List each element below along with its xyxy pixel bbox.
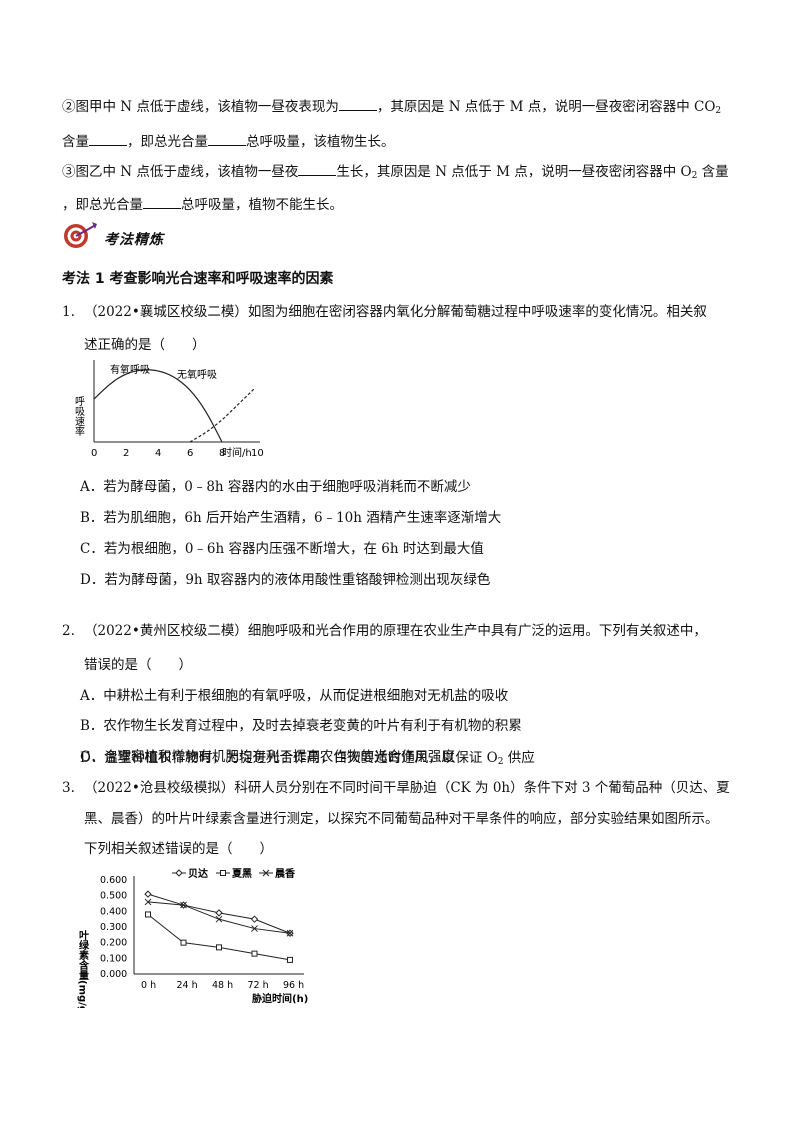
q1-option-a[interactable]: A．若为酵母菌，0﹣8h 容器内的水由于细胞呼吸消耗而不断减少 xyxy=(80,479,471,495)
data-point xyxy=(145,911,151,918)
y-tick-label: 0.200 xyxy=(100,938,127,949)
q3-stem-line3: 下列相关叙述错误的是（ ） xyxy=(84,841,273,857)
para2-line2: 含量 ，即总光合量 总呼吸量，该植物生长。 xyxy=(62,133,395,150)
data-point xyxy=(262,869,270,877)
q1-option-b[interactable]: B．若为肌细胞，6h 后开始产生酒精，6﹣10h 酒精产生速率逐渐增大 xyxy=(80,510,502,526)
para3-line1: ③图乙中 N 点低于虚线，该植物一昼夜 生长，其原因是 N 点低于 M 点，说明一… xyxy=(62,163,729,181)
x-axis-label: 胁迫时间(h) xyxy=(252,992,308,1005)
chlorophyll-chart: 贝达 夏黑 晨香 叶绿素含量(mg/g) 0.000 0.100 0.200 0.300 0… xyxy=(77,867,309,1008)
data-point xyxy=(287,956,293,963)
y-tick-label: 0.600 xyxy=(100,875,127,886)
legend-label: 晨香 xyxy=(275,867,295,880)
q1-option-d[interactable]: D．若为酵母菌，9h 取容器内的液体用酸性重铬酸钾检测出现灰绿色 xyxy=(80,572,491,588)
x-tick-label: 0 xyxy=(91,448,97,459)
data-point xyxy=(286,929,294,937)
answer-blank[interactable] xyxy=(143,196,181,209)
q3-stem-line2: 黑、晨香）的叶片叶绿素含量进行测定，以探究不同葡萄品种对干旱条件的响应，部分实验… xyxy=(84,811,719,827)
x-axis-label: 时间/h xyxy=(222,446,252,459)
series-label-anaerobic: 无氧呼吸 xyxy=(177,368,217,381)
data-point xyxy=(215,915,223,923)
q2-option-a[interactable]: A．中耕松土有利于根细胞的有氧呼吸，从而促进根细胞对无机盐的吸收 xyxy=(80,688,509,704)
q3-stem-line1: 3. （2022•沧县校级模拟）科研人员分别在不同时间干旱胁迫（CK 为 0h）条… xyxy=(62,780,730,796)
q1-option-c[interactable]: C．若为根细胞，0﹣6h 容器内压强不断增大，在 6h 时达到最大值 xyxy=(80,541,484,557)
x-tick-label: 4 xyxy=(155,448,161,459)
respiration-rate-chart: 呼吸速率 时间/h 0 2 4 6 8 10 有氧呼吸 无氧呼吸 xyxy=(73,360,264,459)
q2-stem-line1: 2. （2022•黄州区校级二模）细胞呼吸和光合作用的原理在农业生产中具有广泛的运… xyxy=(62,623,707,639)
x-tick-label: 0 h xyxy=(141,980,156,991)
answer-blank[interactable] xyxy=(208,133,246,146)
answer-blank[interactable] xyxy=(89,133,127,146)
y-tick-label: 0.500 xyxy=(100,891,127,902)
data-point xyxy=(250,915,259,923)
data-point xyxy=(175,869,183,877)
x-tick-label: 24 h xyxy=(177,980,198,991)
x-tick-label: 96 h xyxy=(283,980,304,991)
y-tick-label: 0.400 xyxy=(100,906,127,917)
series-label-aerobic: 有氧呼吸 xyxy=(110,363,150,376)
anaerobic-curve xyxy=(189,388,255,443)
data-point xyxy=(220,870,226,876)
section-heading: 考法 1 考查影响光合速率和呼吸速率的因素 xyxy=(62,271,334,287)
y-tick-label: 0.100 xyxy=(100,953,127,964)
target-icon xyxy=(64,222,97,248)
q2-stem-line2: 错误的是（ ） xyxy=(84,657,192,673)
y-tick-label: 0.000 xyxy=(100,969,127,980)
legend-label: 贝达 xyxy=(188,867,208,880)
data-point xyxy=(180,901,187,909)
answer-blank[interactable] xyxy=(338,98,377,111)
data-point xyxy=(251,925,258,932)
x-tick-label: 6 xyxy=(187,448,193,459)
data-point xyxy=(216,944,222,951)
x-tick-label: 2 xyxy=(123,448,129,459)
x-tick-label: 8 xyxy=(219,448,225,459)
q2-option-d[interactable]: D．温室种植农作物时，为促进光合作用，白天要适时通风，以保证 O2 供应 xyxy=(80,750,535,767)
data-point xyxy=(251,950,258,957)
x-tick-label: 48 h xyxy=(212,980,233,991)
aerobic-curve xyxy=(93,369,223,443)
data-point xyxy=(180,939,187,946)
x-tick-label: 72 h xyxy=(248,980,269,991)
y-tick-label: 0.300 xyxy=(100,922,127,933)
para2-line1: ②图甲中 N 点低于虚线，该植物一昼夜表现为 ，其原因是 N 点低于 M 点，说明… xyxy=(62,98,722,116)
series-line-1 xyxy=(147,914,291,961)
data-point xyxy=(144,890,152,898)
y-axis-label: 叶绿素含量(mg/g) xyxy=(77,929,89,1008)
q2-option-c[interactable]: C．合理密植和增施有机肥均有利于提高农作物的光合作用强度 xyxy=(80,749,455,765)
q1-stem-line1: 1. （2022•襄城区校级二模）如图为细胞在密闭容器内氧化分解葡萄糖过程中呼吸速… xyxy=(62,304,707,320)
data-point xyxy=(215,909,223,917)
section-label: 考法精炼 xyxy=(104,232,164,248)
para3-line2: ，即总光合量 总呼吸量，植物不能生长。 xyxy=(62,196,343,213)
x-tick-label: 10 xyxy=(251,448,264,459)
legend-label: 夏黑 xyxy=(231,868,252,880)
data-point xyxy=(144,898,152,906)
y-axis-label: 呼吸速率 xyxy=(73,396,85,437)
series-line-2 xyxy=(147,901,291,934)
q2-option-b[interactable]: B．农作物生长发育过程中，及时去掉衰老变黄的叶片有利于有机物的积累 xyxy=(80,718,522,734)
q1-stem-line2: 述正确的是（ ） xyxy=(84,337,206,353)
answer-blank[interactable] xyxy=(298,163,337,176)
